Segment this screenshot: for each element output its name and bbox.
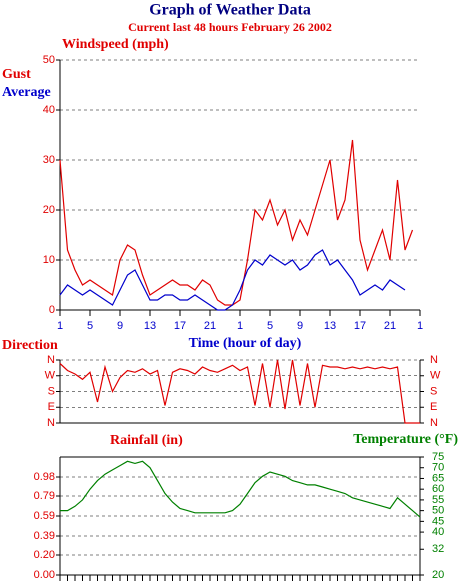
y-tick-label: 0.79 [34, 490, 55, 502]
y-tick-label: 0.20 [34, 549, 55, 561]
y2-axis-label: Temperature (°F) [353, 432, 458, 447]
y-tick-label: N [47, 417, 55, 429]
y-tick-label: W [430, 370, 441, 382]
y-tick-label: E [430, 401, 437, 413]
y2-tick-label: 45 [432, 515, 444, 527]
y-tick-label: N [47, 354, 55, 366]
x-tick-label: 1 [57, 320, 63, 332]
y-tick-label: 20 [43, 204, 55, 216]
y-tick-label: S [48, 385, 55, 397]
x-tick-label: 21 [384, 320, 396, 332]
y2-tick-label: 55 [432, 494, 444, 506]
y-tick-label: 0.00 [34, 569, 55, 581]
x-tick-label: 5 [267, 320, 273, 332]
y-tick-label: N [430, 417, 438, 429]
x-tick-label: 21 [204, 320, 216, 332]
legend-entry: Gust [2, 67, 31, 82]
data-line [60, 460, 421, 518]
legend-entry: Average [2, 85, 51, 100]
y2-tick-label: 20 [432, 569, 444, 581]
x-tick-label: 9 [117, 320, 123, 332]
y2-tick-label: 60 [432, 483, 444, 495]
y-tick-label: 0.39 [34, 530, 55, 542]
y-tick-label: 0.98 [34, 471, 55, 483]
y-tick-label: W [45, 370, 56, 382]
data-line [59, 139, 414, 306]
y-tick-label: 10 [43, 254, 55, 266]
y2-tick-label: 32 [432, 543, 444, 555]
data-line [59, 359, 420, 424]
y-tick-label: N [430, 354, 438, 366]
y-tick-label: 40 [43, 104, 55, 116]
y-tick-label: 30 [43, 154, 55, 166]
x-tick-label: 17 [174, 320, 186, 332]
y-axis-label: Direction [2, 338, 58, 353]
x-tick-label: 1 [417, 320, 423, 332]
chart-title: Graph of Weather Data [149, 2, 311, 19]
y2-tick-label: 70 [432, 462, 444, 474]
x-tick-label: 13 [324, 320, 336, 332]
y2-tick-label: 75 [432, 451, 444, 463]
data-line [59, 249, 406, 311]
y-tick-label: E [48, 401, 55, 413]
y2-tick-label: 40 [432, 526, 444, 538]
x-tick-label: 9 [297, 320, 303, 332]
y-tick-label: S [430, 385, 437, 397]
x-tick-label: 13 [144, 320, 156, 332]
x-tick-label: 1 [237, 320, 243, 332]
y2-tick-label: 50 [432, 505, 444, 517]
y-tick-label: 0 [49, 304, 55, 316]
y-axis-label: Windspeed (mph) [62, 37, 169, 52]
x-axis-label: Time (hour of day) [189, 336, 302, 351]
x-tick-label: 17 [354, 320, 366, 332]
y-axis-label: Rainfall (in) [110, 433, 183, 448]
x-tick-label: 5 [87, 320, 93, 332]
chart-subtitle: Current last 48 hours February 26 2002 [128, 20, 332, 34]
y-tick-label: 50 [43, 54, 55, 66]
y2-tick-label: 65 [432, 472, 444, 484]
y-tick-label: 0.59 [34, 510, 55, 522]
